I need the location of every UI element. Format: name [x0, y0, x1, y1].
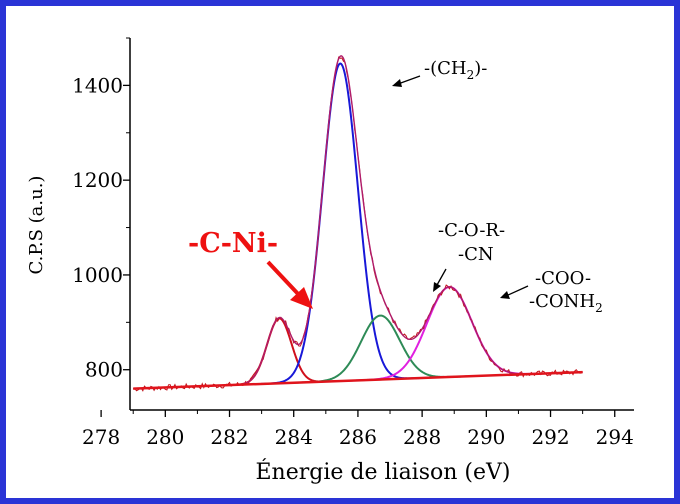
- arrow-c-ni-shaft: [266, 260, 302, 298]
- y-axis-title: C.P.S (a.u.): [26, 176, 47, 275]
- arrow-c-ni-head: [290, 287, 313, 309]
- component-c-ni: [224, 317, 335, 387]
- annotations: -C-Ni- -(CH2)- -C-O-R- -CN -COO- -CONH2: [188, 58, 603, 315]
- arrow-ch2-shaft: [397, 75, 421, 85]
- ticks: 278 280 282 284 286 288 290 292 294 800 1000 1200 14…: [72, 37, 634, 449]
- annotation-ch2: -(CH2)-: [424, 58, 487, 82]
- arrow-coo-shaft: [505, 285, 529, 297]
- x-tick-label: 294: [596, 425, 634, 449]
- baseline: [133, 370, 583, 390]
- annotation-c-o-r: -C-O-R-: [438, 220, 505, 241]
- y-tick-label: 1000: [72, 263, 123, 287]
- arrow-c-o-r-head: [433, 282, 441, 292]
- arrow-ch2-head: [392, 79, 402, 87]
- x-tick-label: 278: [82, 425, 120, 449]
- x-tick-label: 284: [275, 425, 313, 449]
- arrow-c-o-r-shaft: [436, 268, 447, 286]
- curves: [133, 55, 583, 392]
- y-tick-label: 1200: [72, 168, 123, 192]
- component-ch2: [260, 62, 420, 385]
- component-coo: [348, 285, 551, 382]
- raw-spectrum: [133, 56, 583, 392]
- annotation-c-ni: -C-Ni-: [188, 228, 278, 259]
- component-c-o-r: [293, 314, 468, 384]
- y-tick-label: 800: [85, 358, 123, 382]
- arrow-coo-head: [500, 291, 510, 299]
- x-tick-label: 292: [531, 425, 569, 449]
- envelope-fit: [133, 55, 583, 390]
- x-tick-label: 290: [467, 425, 505, 449]
- y-tick-label: 1400: [72, 73, 123, 97]
- annotation-coo: -COO-: [535, 268, 591, 289]
- annotation-cn: -CN: [458, 244, 494, 265]
- annotation-conh2: -CONH2: [529, 291, 603, 315]
- x-tick-label: 280: [146, 425, 184, 449]
- x-tick-label: 288: [403, 425, 441, 449]
- axes: [129, 38, 634, 411]
- x-tick-label: 282: [210, 425, 248, 449]
- x-axis-title: Énergie de liaison (eV): [256, 458, 511, 485]
- x-tick-label: 286: [339, 425, 377, 449]
